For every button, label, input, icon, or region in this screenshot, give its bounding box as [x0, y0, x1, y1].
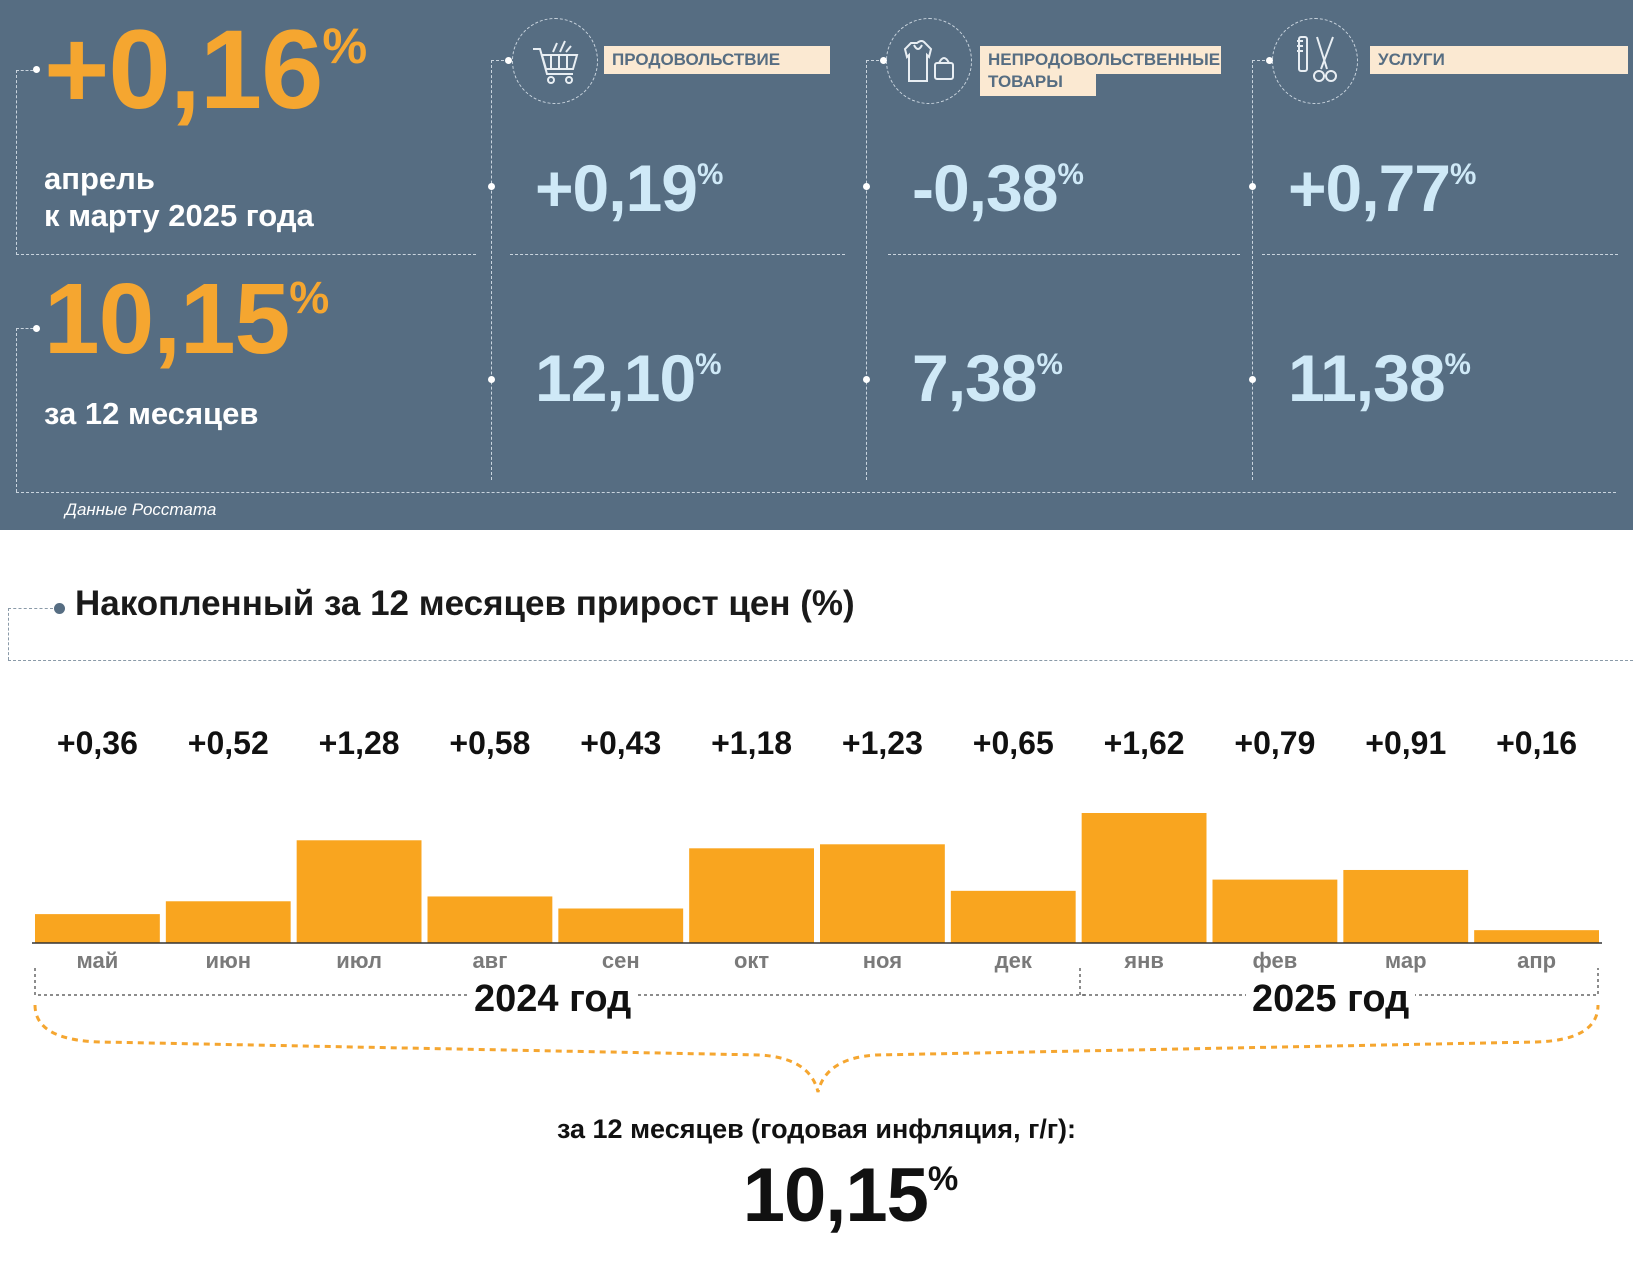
bar-chart: +0,36 май +0,52 июн +1,28 июл +0,58 авг +0,43 сен… [32, 725, 1602, 1093]
bar-value-label: +1,62 [1104, 725, 1185, 761]
category-tag-nonfood-line2: ТОВАРЫ [980, 70, 1096, 96]
bar-авг [427, 896, 553, 943]
bar-value-label: +0,79 [1234, 725, 1315, 761]
bar-value-label: +0,58 [449, 725, 530, 761]
category-tag-nonfood: НЕПРОДОВОЛЬСТВЕННЫЕ [980, 46, 1221, 74]
connector-line [16, 70, 17, 255]
bar-value-label: +1,23 [842, 725, 923, 761]
connector-line [16, 70, 38, 71]
connector-line [1252, 60, 1270, 61]
connector-dot [863, 183, 870, 190]
nonfood-annual-value: 7,38% [912, 341, 1063, 415]
connector-dot [33, 66, 40, 73]
connector-line [866, 60, 884, 61]
connector-line [491, 60, 509, 61]
monthly-inflation-value: +0,16% [44, 7, 367, 132]
annual-inflation-value: 10,15% [44, 263, 329, 375]
bar-value-label: +0,52 [188, 725, 269, 761]
divider-line [1262, 254, 1618, 255]
connector-dot [863, 376, 870, 383]
shopping-cart-icon [512, 18, 598, 104]
bar-мар [1343, 869, 1469, 943]
x-tick-label: янв [1123, 948, 1164, 973]
year-label-2024: 2024 год [468, 978, 638, 1021]
x-tick-label: ноя [863, 948, 902, 973]
connector-dot [1249, 183, 1256, 190]
food-monthly-value: +0,19% [535, 151, 723, 225]
divider-line [16, 254, 476, 255]
x-tick-label: сен [602, 948, 640, 973]
chart-title: Накопленный за 12 месяцев прирост цен (%… [75, 584, 855, 623]
x-tick-label: дек [995, 948, 1033, 973]
annual-inflation-label: за 12 месяцев [44, 396, 259, 431]
bar-фев [1212, 879, 1338, 943]
x-tick-label: мар [1385, 948, 1427, 973]
divider-line [16, 492, 1616, 493]
x-tick-label: апр [1517, 948, 1556, 973]
services-annual-value: 11,38% [1288, 341, 1471, 415]
connector-dot [505, 57, 512, 64]
summary-panel [0, 0, 1633, 530]
bar-value-label: +0,91 [1365, 725, 1446, 761]
services-monthly-value: +0,77% [1288, 151, 1476, 225]
connector-line [16, 328, 17, 492]
x-tick-label: фев [1253, 948, 1298, 973]
food-annual-value: 12,10% [535, 341, 722, 415]
x-tick-label: июл [336, 948, 382, 973]
clothing-bag-icon [886, 18, 972, 104]
connector-dot [1266, 57, 1273, 64]
total-label: за 12 месяцев (годовая инфляция, г/г): [556, 1114, 1077, 1144]
monthly-inflation-label: апрель к марту 2025 года [44, 161, 314, 233]
bar-value-label: +0,65 [973, 725, 1054, 761]
bar-value-label: +0,43 [580, 725, 661, 761]
divider-line [888, 254, 1240, 255]
connector-line [8, 608, 9, 660]
year-label-2025: 2025 год [1246, 978, 1416, 1021]
nonfood-monthly-value: -0,38% [912, 151, 1084, 225]
total-value: 10,15% [742, 1153, 959, 1238]
bar-янв [1081, 813, 1207, 943]
bar-ноя [820, 844, 945, 943]
connector-line [8, 608, 53, 609]
data-source-note: Данные Росстата [65, 500, 217, 519]
category-tag-services: УСЛУГИ [1370, 46, 1628, 74]
bar-апр [1474, 930, 1599, 943]
bar-value-label: +0,16 [1496, 725, 1577, 761]
divider-line [510, 254, 845, 255]
bar-июл [296, 840, 422, 943]
scissors-comb-icon [1272, 18, 1358, 104]
category-tag-food: ПРОДОВОЛЬСТВИЕ [604, 46, 830, 74]
clothing-bag-icon [903, 40, 954, 82]
bar-окт [689, 848, 814, 943]
bar-июн [165, 901, 291, 943]
x-tick-label: июн [205, 948, 251, 973]
connector-dot [880, 57, 887, 64]
connector-line [1252, 60, 1253, 480]
x-tick-label: окт [734, 948, 769, 973]
title-bullet [54, 603, 65, 614]
bar-value-label: +0,36 [57, 725, 138, 761]
connector-dot [488, 376, 495, 383]
x-tick-label: авг [472, 948, 507, 973]
total-brace [33, 1004, 1600, 1093]
connector-dot [488, 183, 495, 190]
year-bracket-2025 [1079, 968, 1599, 996]
connector-dot [1249, 376, 1256, 383]
bar-value-label: +1,18 [711, 725, 792, 761]
x-tick-label: май [77, 948, 119, 973]
bar-май [35, 914, 160, 943]
scissors-comb-icon [1297, 36, 1337, 82]
bar-сен [558, 908, 684, 943]
connector-dot [33, 325, 40, 332]
shopping-cart-icon [533, 40, 579, 84]
bar-value-label: +1,28 [319, 725, 400, 761]
bar-дек [950, 890, 1076, 943]
divider-line [8, 660, 1633, 661]
year-bracket-2024 [34, 968, 1085, 996]
connector-line [866, 60, 867, 480]
connector-line [16, 328, 38, 329]
connector-line [491, 60, 492, 480]
